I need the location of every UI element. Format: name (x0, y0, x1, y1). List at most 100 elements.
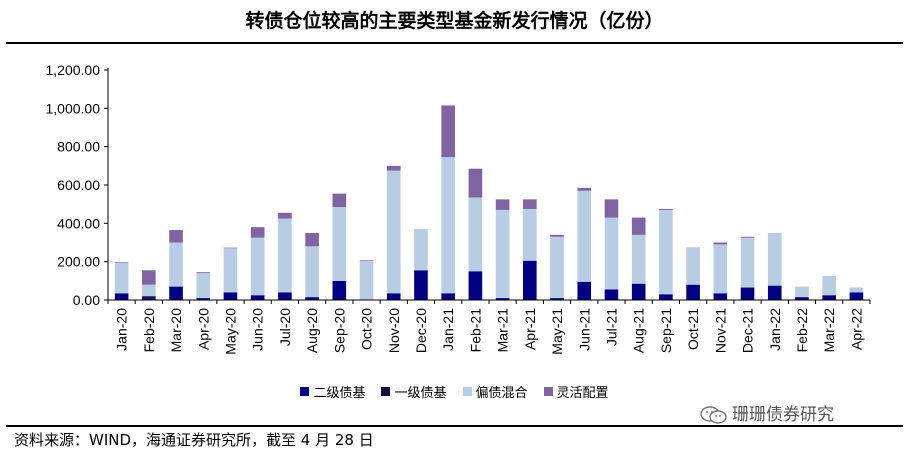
x-tick-label: Feb-21 (467, 308, 483, 353)
bar-oct-20-series-4 (359, 260, 374, 261)
x-tick-label: May-20 (222, 308, 238, 355)
x-tick-label: Nov-21 (712, 308, 728, 353)
bar-sep-21-series-4 (659, 208, 673, 210)
bar-may-20-series-1 (223, 292, 238, 300)
bar-nov-20-series-1 (386, 293, 401, 300)
bar-aug-21-series-1 (631, 283, 646, 300)
legend-label: 偏债混合 (475, 386, 528, 401)
x-tick-label: Dec-21 (740, 308, 756, 353)
bar-jul-21-series-1 (604, 289, 619, 300)
bar-jul-20-series-4 (278, 212, 292, 219)
x-tick-label: Dec-20 (413, 308, 429, 353)
bar-may-20-series-4 (223, 247, 238, 249)
bar-mar-20-series-4 (169, 230, 183, 243)
x-tick-label: Oct-21 (685, 308, 701, 350)
bar-feb-21-series-4 (468, 168, 483, 198)
chart-plot: 0.00 200.00 400.00 600.00 800.00 1,000.00 1,20… (46, 62, 871, 355)
bar-nov-21-series-1 (713, 293, 728, 300)
x-tick-label: Jan-21 (440, 308, 456, 351)
x-tick-label: Aug-21 (631, 308, 647, 353)
bar-apr-21-series-3 (523, 208, 537, 261)
legend-swatch (300, 387, 310, 396)
bar-feb-20-series-1 (142, 298, 156, 300)
x-tick-label: Apr-21 (522, 308, 538, 350)
bar-may-21-series-1 (550, 298, 564, 300)
wechat-icon (700, 406, 727, 424)
bar-jun-20-series-1 (250, 295, 265, 300)
bar-dec-21-series-4 (740, 236, 755, 238)
legend-item-1: 二级债基 (300, 382, 365, 401)
bar-apr-22-series-1 (849, 292, 864, 300)
bar-jan-20-series-4 (114, 262, 129, 263)
bar-apr-22-series-3 (849, 287, 864, 293)
x-tick-label: May-21 (549, 308, 565, 355)
bar-mar-21-series-1 (495, 298, 510, 300)
bar-jun-20-series-3 (250, 237, 265, 296)
bar-dec-20-series-3 (414, 229, 428, 271)
x-tick-label: Jan-20 (114, 308, 130, 351)
bar-jan-22-series-3 (767, 232, 782, 286)
bar-jul-21-series-4 (604, 199, 619, 218)
x-tick-label: Mar-22 (821, 308, 837, 353)
bar-aug-21-series-3 (631, 234, 646, 284)
bar-jan-21-series-4 (441, 105, 455, 158)
legend-label: 二级债基 (313, 386, 366, 401)
legend-swatch (543, 387, 553, 396)
x-tick-label: Jun-21 (576, 308, 592, 351)
bar-nov-20-series-4 (386, 165, 401, 171)
bar-aug-20-series-1 (305, 297, 319, 300)
bar-jul-20-series-3 (278, 218, 292, 293)
y-tick-label: 800.00 (57, 139, 100, 155)
bar-mar-21-series-3 (495, 209, 510, 299)
footer-divider (6, 425, 903, 427)
bar-aug-20-series-3 (305, 246, 319, 298)
bar-jun-21-series-4 (577, 187, 592, 191)
y-tick-label: 1,200.00 (46, 62, 101, 78)
bar-jan-21-series-1 (441, 293, 455, 300)
bar-apr-21-series-1 (523, 260, 537, 300)
bar-jan-20-series-1 (114, 293, 129, 300)
bar-apr-20-series-3 (196, 273, 211, 299)
bar-may-20-series-3 (223, 248, 238, 293)
bar-dec-20-series-1 (414, 270, 428, 300)
bar-feb-21-series-1 (468, 271, 483, 300)
x-tick-label: Feb-20 (141, 308, 157, 353)
x-tick-label: Oct-20 (359, 308, 375, 350)
source-note: 资料来源：WIND，海通证券研究所，截至 4 月 28 日 (14, 431, 374, 449)
y-tick-label: 1,000.00 (46, 100, 101, 116)
bar-jun-21-series-3 (577, 190, 592, 282)
bar-feb-22-series-3 (795, 286, 809, 298)
bar-apr-20-series-4 (196, 272, 211, 274)
bar-dec-21-series-3 (740, 237, 755, 288)
x-tick-label: Aug-20 (304, 308, 320, 353)
title-divider (6, 42, 903, 44)
bar-may-21-series-4 (550, 234, 564, 237)
x-tick-label: Sep-21 (658, 308, 674, 353)
bar-feb-20-series-3 (142, 284, 156, 297)
bar-feb-22-series-1 (795, 297, 809, 300)
x-tick-label: Jan-22 (767, 308, 783, 351)
bar-apr-21-series-4 (523, 199, 537, 209)
legend-swatch (462, 387, 472, 396)
bar-mar-20-series-3 (169, 242, 183, 287)
x-tick-label: Feb-22 (794, 308, 810, 353)
bar-nov-20-series-3 (386, 170, 401, 294)
bar-sep-20-series-3 (332, 207, 347, 281)
bar-mar-22-series-1 (822, 295, 836, 300)
bar-jun-21-series-1 (577, 281, 592, 300)
bar-oct-21-series-3 (686, 247, 700, 285)
bar-dec-21-series-1 (740, 287, 755, 300)
bar-feb-20-series-2 (142, 296, 156, 299)
legend-item-4: 灵活配置 (543, 382, 609, 401)
bar-jan-21-series-3 (441, 157, 455, 294)
bar-sep-21-series-3 (659, 209, 673, 295)
x-tick-label: Apr-20 (195, 308, 211, 350)
chart-legend: 二级债基 一级债基 偏债混合 灵活配置 (0, 382, 909, 404)
x-tick-label: Jul-21 (603, 308, 619, 346)
x-tick-label: Sep-20 (331, 308, 347, 353)
bar-mar-21-series-4 (495, 199, 510, 210)
bar-jan-20-series-3 (114, 262, 129, 294)
bar-mar-22-series-3 (822, 276, 836, 296)
watermark-text: 珊珊债券研究 (732, 405, 834, 425)
bar-feb-20-series-4 (142, 270, 156, 285)
